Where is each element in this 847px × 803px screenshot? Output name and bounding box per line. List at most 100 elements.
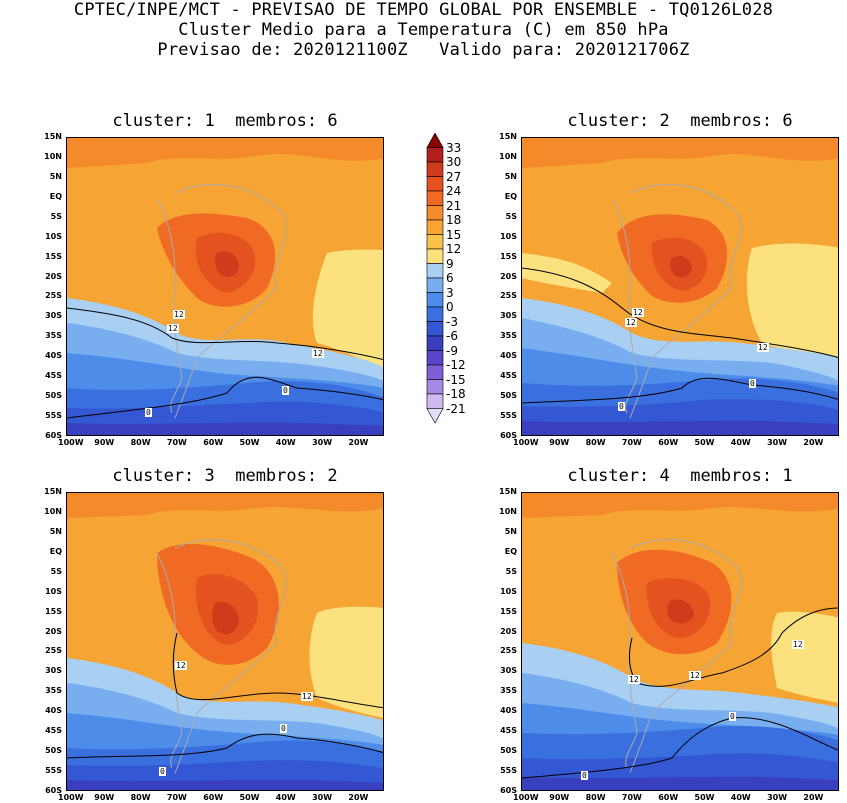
lon-tick-label: 40W <box>275 438 296 447</box>
lon-tick-label: 90W <box>94 793 115 802</box>
contour-label: 12 <box>792 640 804 649</box>
lat-tick-label: 10S <box>45 586 62 596</box>
colorbar-swatch <box>426 263 444 279</box>
colorbar-swatch <box>426 379 444 395</box>
lon-tick-label: 30W <box>767 438 788 447</box>
contour-label: 12 <box>175 661 187 670</box>
colorbar-swatch <box>426 393 444 409</box>
lat-tick-label: 5S <box>50 566 62 576</box>
lat-tick-label: 25S <box>45 646 62 656</box>
lon-tick-label: 60W <box>203 793 224 802</box>
colorbar-swatch <box>426 408 444 424</box>
colorbar-tick-label: 6 <box>446 271 454 285</box>
contour-label: 12 <box>628 675 640 684</box>
temperature-map: 12 12 12 0 0 <box>521 492 839 791</box>
lat-tick-label: EQ <box>49 191 62 201</box>
lat-tick-label: 5N <box>49 526 62 536</box>
panel-title: cluster: 3 membros: 2 <box>112 466 338 486</box>
colorbar-tick-label: 0 <box>446 300 454 314</box>
lat-tick-label: 10S <box>500 586 517 596</box>
colorbar-swatch <box>426 161 444 177</box>
colorbar: 33 30 27 24 21 18 15 12 9 6 3 0 -3 -6 -9 -12 -15 -18 -21 <box>426 132 466 447</box>
lat-tick-label: 55S <box>500 766 517 776</box>
colorbar-tick-label: 30 <box>446 155 462 169</box>
lat-tick-label: 15N <box>499 487 517 496</box>
colorbar-tick-label: 15 <box>446 227 462 242</box>
colorbar-swatch <box>426 248 444 264</box>
contour-label: 0 <box>159 767 166 776</box>
colorbar-swatch <box>426 306 444 322</box>
lat-tick-label: 20S <box>45 271 62 281</box>
lon-tick-label: 50W <box>694 793 715 802</box>
lat-tick-label: EQ <box>504 191 517 201</box>
lon-tick-label: 90W <box>549 793 570 802</box>
contour-label: 12 <box>625 318 637 327</box>
panel-cluster-2: cluster: 2 membros: 6 12 12 12 0 0 15N 10… <box>499 111 839 447</box>
lat-tick-label: 35S <box>500 331 517 341</box>
contour-label: 12 <box>689 671 701 680</box>
lat-tick-label: 5N <box>504 171 517 181</box>
colorbar-swatch <box>426 190 444 206</box>
lat-tick-label: 45S <box>500 726 517 736</box>
lon-tick-label: 40W <box>275 793 296 802</box>
lon-tick-label: 20W <box>348 793 369 802</box>
lon-tick-label: 80W <box>585 438 606 447</box>
colorbar-tick-label: 3 <box>446 285 454 300</box>
lat-tick-label: 45S <box>45 371 62 381</box>
panel-title: cluster: 4 membros: 1 <box>567 466 793 486</box>
panel-title: cluster: 2 membros: 6 <box>567 111 793 131</box>
colorbar-tick-label: 33 <box>446 140 462 155</box>
colorbar-tick-label: 27 <box>446 169 462 184</box>
lat-tick-label: 40S <box>500 706 517 716</box>
lat-tick-label: 5N <box>504 526 517 536</box>
lat-tick-label: 10S <box>500 231 517 241</box>
figure-header: CPTEC/INPE/MCT - PREVISAO DE TEMPO GLOBA… <box>0 0 847 60</box>
colorbar-swatch <box>426 292 444 308</box>
contour-label: 0 <box>280 724 287 733</box>
colorbar-tick-label: -12 <box>446 358 466 372</box>
lat-tick-label: 30S <box>500 666 517 676</box>
colorbar-swatch <box>426 219 444 235</box>
lat-tick-label: 15S <box>45 606 62 616</box>
lat-tick-label: 5S <box>505 566 517 576</box>
lon-tick-label: 80W <box>130 438 151 447</box>
lat-tick-label: 40S <box>45 706 62 716</box>
lon-tick-label: 30W <box>312 793 333 802</box>
temperature-map: 12 12 12 0 0 <box>66 137 384 436</box>
colorbar-swatch <box>426 350 444 366</box>
lat-tick-label: 15N <box>499 132 517 141</box>
lon-tick-label: 70W <box>166 438 187 447</box>
lat-tick-label: 35S <box>45 686 62 696</box>
lon-tick-label: 50W <box>239 793 260 802</box>
lon-tick-label: 70W <box>621 438 642 447</box>
colorbar-swatch <box>426 147 444 163</box>
lat-tick-label: 15S <box>500 606 517 616</box>
panel-cluster-3: cluster: 3 membros: 2 12 12 0 0 15N 10N 5N… <box>44 466 384 802</box>
panel-cluster-4: cluster: 4 membros: 1 12 12 12 0 0 15N 10… <box>499 466 839 802</box>
colorbar-tick-label: 21 <box>446 198 462 213</box>
header-dates: Previsao de: 2020121100Z Valido para: 20… <box>157 40 690 60</box>
lon-tick-label: 70W <box>166 793 187 802</box>
lat-tick-label: 45S <box>45 726 62 736</box>
lat-tick-label: 15N <box>44 487 62 496</box>
lat-tick-label: 10N <box>44 151 62 161</box>
lon-tick-label: 100W <box>58 438 84 447</box>
map-svg <box>67 493 383 790</box>
lat-tick-label: 25S <box>45 291 62 301</box>
contour-label: 12 <box>173 310 185 319</box>
lon-tick-label: 20W <box>348 438 369 447</box>
contour-label: 0 <box>581 771 588 780</box>
lon-tick-label: 90W <box>549 438 570 447</box>
lon-tick-label: 80W <box>130 793 151 802</box>
lat-tick-label: 30S <box>45 666 62 676</box>
lat-tick-label: 25S <box>500 291 517 301</box>
lat-tick-label: 35S <box>500 686 517 696</box>
lat-tick-label: 60S <box>45 786 62 795</box>
colorbar-tick-label: 9 <box>446 256 454 271</box>
colorbar-tick-label: 18 <box>446 213 462 227</box>
lat-tick-label: 50S <box>500 746 517 756</box>
lat-tick-label: 5S <box>505 211 517 221</box>
temperature-map: 12 12 12 0 0 <box>521 137 839 436</box>
lon-tick-label: 60W <box>658 438 679 447</box>
panel-cluster-1: cluster: 1 membros: 6 12 12 12 0 0 15N 10… <box>44 111 384 447</box>
